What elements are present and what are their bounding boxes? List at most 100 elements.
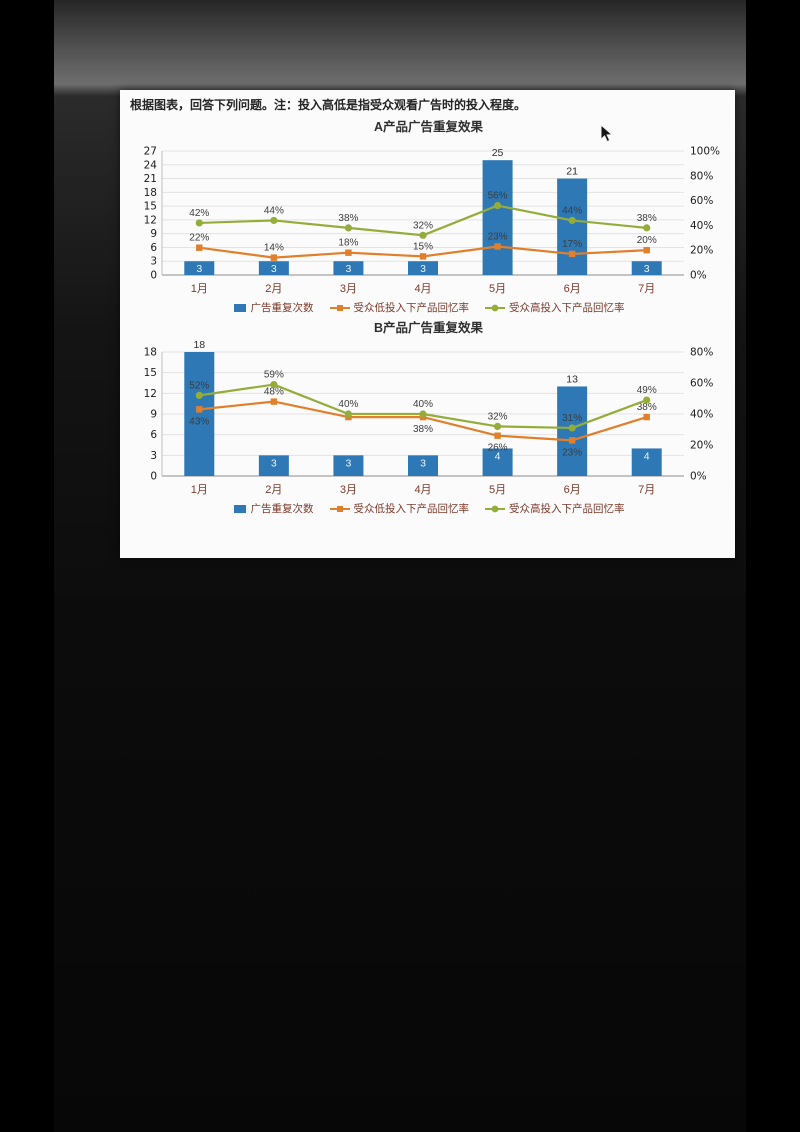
legend-item: 广告重复次数 [233, 504, 314, 515]
x-category-label: 1月 [191, 484, 208, 496]
point-label: 14% [264, 243, 284, 254]
series-marker [195, 219, 203, 227]
left-axis-tick-label: 9 [150, 408, 157, 420]
series-marker [419, 410, 427, 418]
mouse-cursor-icon [600, 124, 614, 143]
legend-item: 受众低投入下产品回忆率 [329, 302, 470, 315]
bar-value-label: 25 [492, 147, 504, 159]
x-category-label: 5月 [489, 484, 506, 496]
series-marker [270, 398, 278, 405]
series-marker [195, 391, 203, 399]
x-category-label: 6月 [564, 283, 581, 295]
chart-a-section: A产品广告重复效果 0 3 6 9 12 15 18 21 24 27 0% 20% 40% 60% 80%… [128, 116, 729, 314]
series-marker [270, 380, 278, 388]
x-category-label: 6月 [564, 484, 581, 496]
right-axis-tick-label: 80% [690, 170, 713, 182]
left-axis-tick-label: 12 [144, 215, 157, 227]
right-axis-tick-label: 40% [690, 220, 713, 232]
legend-line-dot-icon [485, 505, 505, 513]
chart-a-legend: 广告重复次数 受众低投入下产品回忆率 受众高投入下产品回忆率 [128, 303, 729, 314]
point-label: 32% [413, 221, 433, 232]
series-marker [196, 244, 203, 252]
bar [333, 261, 364, 276]
point-label: 49% [637, 385, 657, 396]
legend-label: 受众低投入下产品回忆率 [353, 502, 470, 515]
point-label: 43% [189, 416, 209, 427]
point-label: 26% [488, 442, 508, 453]
bar-value-label: 18 [193, 339, 205, 351]
legend-label: 受众低投入下产品回忆率 [353, 302, 470, 315]
series-marker [643, 247, 650, 254]
bar-value-label: 3 [271, 263, 277, 275]
left-axis-tick-label: 24 [144, 159, 158, 171]
chart-b-title: B产品广告重复效果 [373, 320, 484, 335]
right-axis-tick-label: 20% [690, 439, 713, 451]
point-label: 59% [264, 369, 284, 380]
x-category-label: 3月 [340, 484, 357, 496]
point-label: 15% [413, 242, 433, 253]
series-marker [568, 424, 576, 432]
point-label: 20% [637, 235, 657, 246]
x-category-label: 4月 [414, 283, 431, 295]
bar [258, 455, 289, 476]
x-category-label: 2月 [265, 283, 282, 295]
left-axis-tick-label: 12 [144, 388, 157, 400]
left-axis-tick-label: 6 [150, 242, 157, 254]
x-category-label: 3月 [340, 283, 357, 295]
left-axis-tick-label: 6 [150, 429, 157, 441]
legend-item: 广告重复次数 [233, 303, 314, 314]
series-marker [419, 231, 427, 240]
right-axis-tick-label: 20% [690, 245, 713, 257]
legend-item: 受众高投入下产品回忆率 [485, 504, 625, 515]
bar [631, 448, 662, 476]
left-axis-tick-label: 21 [144, 173, 157, 185]
x-category-label: 5月 [489, 283, 506, 295]
right-axis-tick-label: 60% [690, 377, 713, 389]
bar-value-label: 3 [420, 263, 426, 275]
right-axis-tick-label: 80% [690, 346, 713, 358]
chart-b-section: B产品广告重复效果 0 3 6 9 12 15 18 0% 20% 40% 60% 80% 18 3 3 3 4… [128, 317, 729, 515]
series-marker [643, 396, 651, 404]
point-label: 38% [338, 213, 358, 224]
series-marker [493, 202, 502, 210]
left-axis-tick-label: 9 [150, 228, 157, 240]
point-label: 18% [338, 238, 358, 249]
series-marker [270, 254, 278, 262]
series-marker [643, 224, 651, 232]
bar [333, 455, 364, 476]
x-category-label: 7月 [638, 484, 655, 496]
bar-value-label: 3 [420, 457, 426, 469]
chart-b-legend: 广告重复次数 受众低投入下产品回忆率 受众高投入下产品回忆率 [128, 504, 729, 515]
chart-a-title: A产品广告重复效果 [373, 120, 484, 135]
series-marker [345, 249, 352, 257]
bar [557, 178, 588, 276]
bar-value-label: 3 [644, 263, 650, 275]
left-axis-tick-label: 18 [144, 346, 157, 358]
series-marker [494, 243, 501, 250]
legend-item: 受众高投入下产品回忆率 [485, 303, 625, 314]
x-category-label: 2月 [265, 484, 282, 496]
bar-value-label: 21 [566, 166, 578, 178]
left-axis-tick-label: 0 [150, 270, 157, 282]
legend-line-square-icon [329, 505, 350, 512]
bar [631, 261, 662, 276]
series-marker [344, 410, 353, 418]
left-axis-tick-label: 3 [150, 450, 157, 462]
chart-b-plot: 0 3 6 9 12 15 18 0% 20% 40% 60% 80% 18 3 3 3 4 13 4 1月 2月 3月 4… [128, 336, 729, 508]
point-label: 44% [562, 206, 582, 217]
point-label: 32% [488, 411, 508, 422]
series-marker [270, 217, 278, 225]
legend-line-dot-icon [485, 305, 505, 312]
right-axis-tick-label: 40% [690, 408, 713, 420]
point-label: 56% [488, 191, 508, 202]
bar-value-label: 4 [644, 450, 650, 462]
series-marker [196, 405, 203, 413]
series-marker [493, 422, 502, 430]
left-axis-tick-label: 0 [150, 470, 157, 482]
chart-svg: 0 3 6 9 12 15 18 0% 20% 40% 60% 80% 18 3 3 3 4 13 4 1月 2月 3月 4… [144, 339, 714, 496]
right-axis-tick-label: 0% [690, 470, 707, 482]
bar-value-label: 4 [495, 450, 501, 462]
series-marker [344, 224, 353, 232]
point-label: 38% [637, 402, 657, 413]
